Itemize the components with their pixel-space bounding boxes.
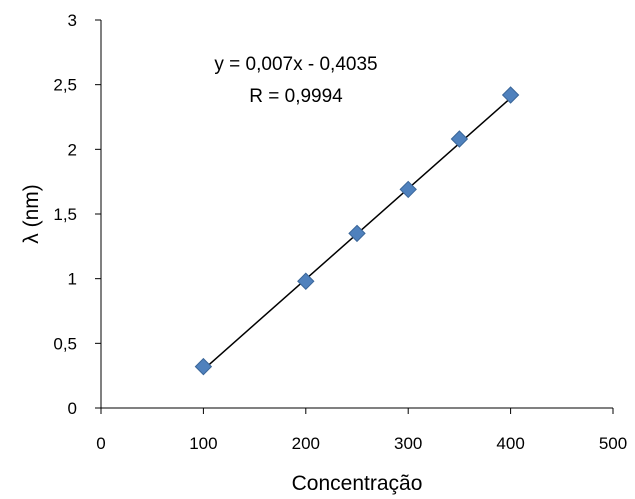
data-points [194,86,520,376]
r-annotation: R = 0,9994 [249,86,343,107]
data-point [450,130,469,148]
y-tick-label: 1,5 [53,205,77,224]
x-tick-label: 300 [394,434,422,453]
x-tick-label: 400 [496,434,524,453]
y-tick-label: 0,5 [53,334,77,353]
data-point [501,86,520,104]
y-tick-label: 2 [68,140,77,159]
x-ticks: 0 100 200 300 400 500 [96,408,627,453]
data-point [399,180,417,199]
x-tick-label: 200 [292,434,320,453]
y-axis-title: λ (nm) [20,184,43,244]
x-tick-label: 100 [189,434,217,453]
y-tick-label: 3 [68,11,77,30]
axes [100,20,613,409]
y-tick-label: 0 [68,399,77,418]
y-tick-label: 2,5 [53,76,77,95]
x-tick-label: 500 [599,434,627,453]
data-point [348,224,366,243]
x-axis-title: Concentração [292,472,423,495]
data-point [297,272,315,290]
y-tick-label: 1 [68,270,77,289]
data-point [194,357,213,376]
y-ticks: 0 0,5 1 1,5 2 2,5 3 [53,11,101,418]
equation-annotation: y = 0,007x - 0,4035 [214,54,377,75]
x-tick-label: 0 [96,434,105,453]
